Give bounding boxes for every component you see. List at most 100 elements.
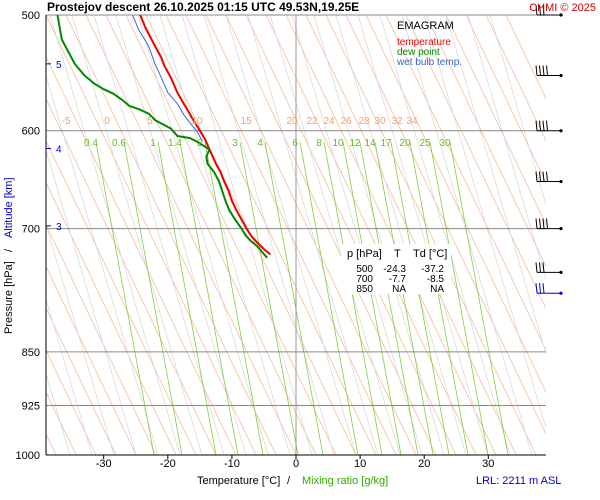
y-axis-label: Pressure [hPa] / Altitude [km] [3, 177, 15, 334]
x-tick-label: -30 [96, 458, 112, 470]
dry-adiabat-line [165, 15, 377, 455]
dry-adiabat-line [345, 15, 546, 435]
moist-adiabat-line [159, 15, 291, 455]
dry-adiabat-label: 28 [358, 116, 370, 127]
y-axis-label-altitude: Altitude [km] [3, 177, 15, 238]
dry-adiabat-line [225, 15, 437, 455]
table-cell: 500 [356, 264, 373, 275]
dry-adiabat-label: 34 [406, 116, 418, 127]
wind-barb-feather [535, 65, 538, 76]
wind-barb-point [559, 129, 563, 133]
y-tick-label: 600 [22, 126, 40, 138]
wind-barb-point [559, 270, 563, 274]
wind-barb-feather [546, 171, 548, 182]
mixing-ratio-line [204, 141, 264, 455]
mixing-ratio-line [95, 141, 155, 455]
y-tick-label: 1000 [16, 450, 40, 462]
moist-adiabat-line [357, 15, 489, 455]
dry-adiabat-line [46, 97, 217, 455]
wind-barb-feather [542, 4, 545, 16]
moist-adiabat-line [49, 15, 181, 455]
y-tick-label: 700 [22, 224, 40, 236]
y-tick-label: 500 [22, 10, 40, 22]
wind-barb-feather [535, 262, 538, 273]
table-cell: NA [430, 284, 444, 295]
wind-barb-feather [542, 171, 545, 182]
wind-barb-feather [539, 171, 541, 182]
dry-adiabat-line [205, 15, 417, 455]
dry-adiabat-line [46, 56, 237, 455]
wind-barb-feather [539, 283, 541, 294]
dry-adiabat-label: 32 [391, 116, 403, 127]
dry-adiabat-line [445, 15, 546, 226]
table-cell: 700 [356, 274, 373, 285]
wind-barb-point [559, 13, 563, 17]
mixing-ratio-line [157, 141, 217, 455]
legend-title: EMAGRAM [397, 20, 454, 32]
mixing-ratio-label: 0.4 [84, 138, 98, 149]
mixing-ratio-line [323, 141, 383, 455]
mixing-ratio-line [123, 141, 183, 455]
dry-adiabat-line [46, 265, 137, 455]
mixing-ratio-line [299, 141, 359, 455]
dry-adiabat-label: 15 [240, 116, 252, 127]
moist-adiabat-line [137, 15, 269, 455]
dry-adiabat-line [85, 15, 297, 455]
x-axis-label-temperature: Temperature [°C] [197, 475, 280, 487]
moist-adiabat-line [46, 223, 115, 455]
moist-adiabat-line [247, 15, 379, 455]
moist-adiabat-line [46, 74, 159, 455]
x-axis-label-mixing-ratio: Mixing ratio [g/kg] [302, 475, 388, 487]
mixing-ratio-label: 1.4 [168, 138, 182, 149]
wind-barb-point [559, 73, 563, 78]
dry-adiabat-line [425, 15, 546, 268]
dry-adiabat-line [365, 15, 546, 393]
copyright-text: CHMI © 2025 [529, 2, 596, 14]
y-axis-label-separator: / [3, 248, 15, 252]
altitude-tick-label: 3 [56, 222, 62, 233]
mixing-ratio-label: 8 [316, 138, 322, 149]
y-tick-label: 925 [22, 401, 40, 413]
wind-barb-feather [539, 120, 541, 131]
mixing-ratio-line [374, 141, 434, 455]
mixing-ratio-line [449, 141, 509, 455]
wind-barb-feather [535, 171, 538, 182]
x-tick-label: 0 [293, 458, 299, 470]
moist-adiabat-line [46, 149, 137, 455]
mixing-ratio-label: 30 [439, 138, 451, 149]
wind-barb-feather [542, 120, 545, 131]
wind-barb-feather [546, 65, 548, 76]
mixing-ratio-label: 10 [332, 138, 344, 149]
mixing-ratio-line [429, 141, 489, 455]
moist-adiabat-line [203, 15, 335, 455]
dry-adiabats [46, 15, 546, 455]
mixing-ratio-label: 14 [364, 138, 376, 149]
x-tick-label: 20 [418, 458, 430, 470]
mixing-ratio-line [342, 141, 402, 455]
dry-adiabat-label: 22 [306, 116, 318, 127]
dry-adiabat-label: 0 [104, 116, 110, 127]
moist-adiabat-line [181, 15, 313, 455]
wind-barb-point [559, 179, 563, 184]
dry-adiabat-label: 10 [191, 116, 203, 127]
dry-adiabat-line [285, 15, 497, 455]
legend-item-wet-bulb: wet bulb temp. [396, 57, 462, 68]
wind-barb-feather [535, 4, 538, 16]
moist-adiabat-line [379, 15, 511, 455]
x-axis-label-separator: / [287, 475, 291, 487]
x-tick-label: -10 [224, 458, 240, 470]
table-cell: -24.3 [383, 264, 406, 275]
dry-adiabat-line [46, 15, 257, 455]
table-background [341, 244, 451, 294]
series-line-dew-point [56, 15, 268, 259]
mixing-ratio-label: 3 [232, 138, 238, 149]
wind-barb-feather [542, 262, 545, 273]
profile-lines [56, 15, 272, 259]
wind-barb-feather [542, 218, 545, 229]
altitude-tick-label: 4 [56, 144, 62, 155]
table-header-pressure: p [hPa] [347, 248, 382, 260]
altitude-tick-label: 5 [56, 60, 62, 71]
mixing-ratio-label: 25 [419, 138, 431, 149]
